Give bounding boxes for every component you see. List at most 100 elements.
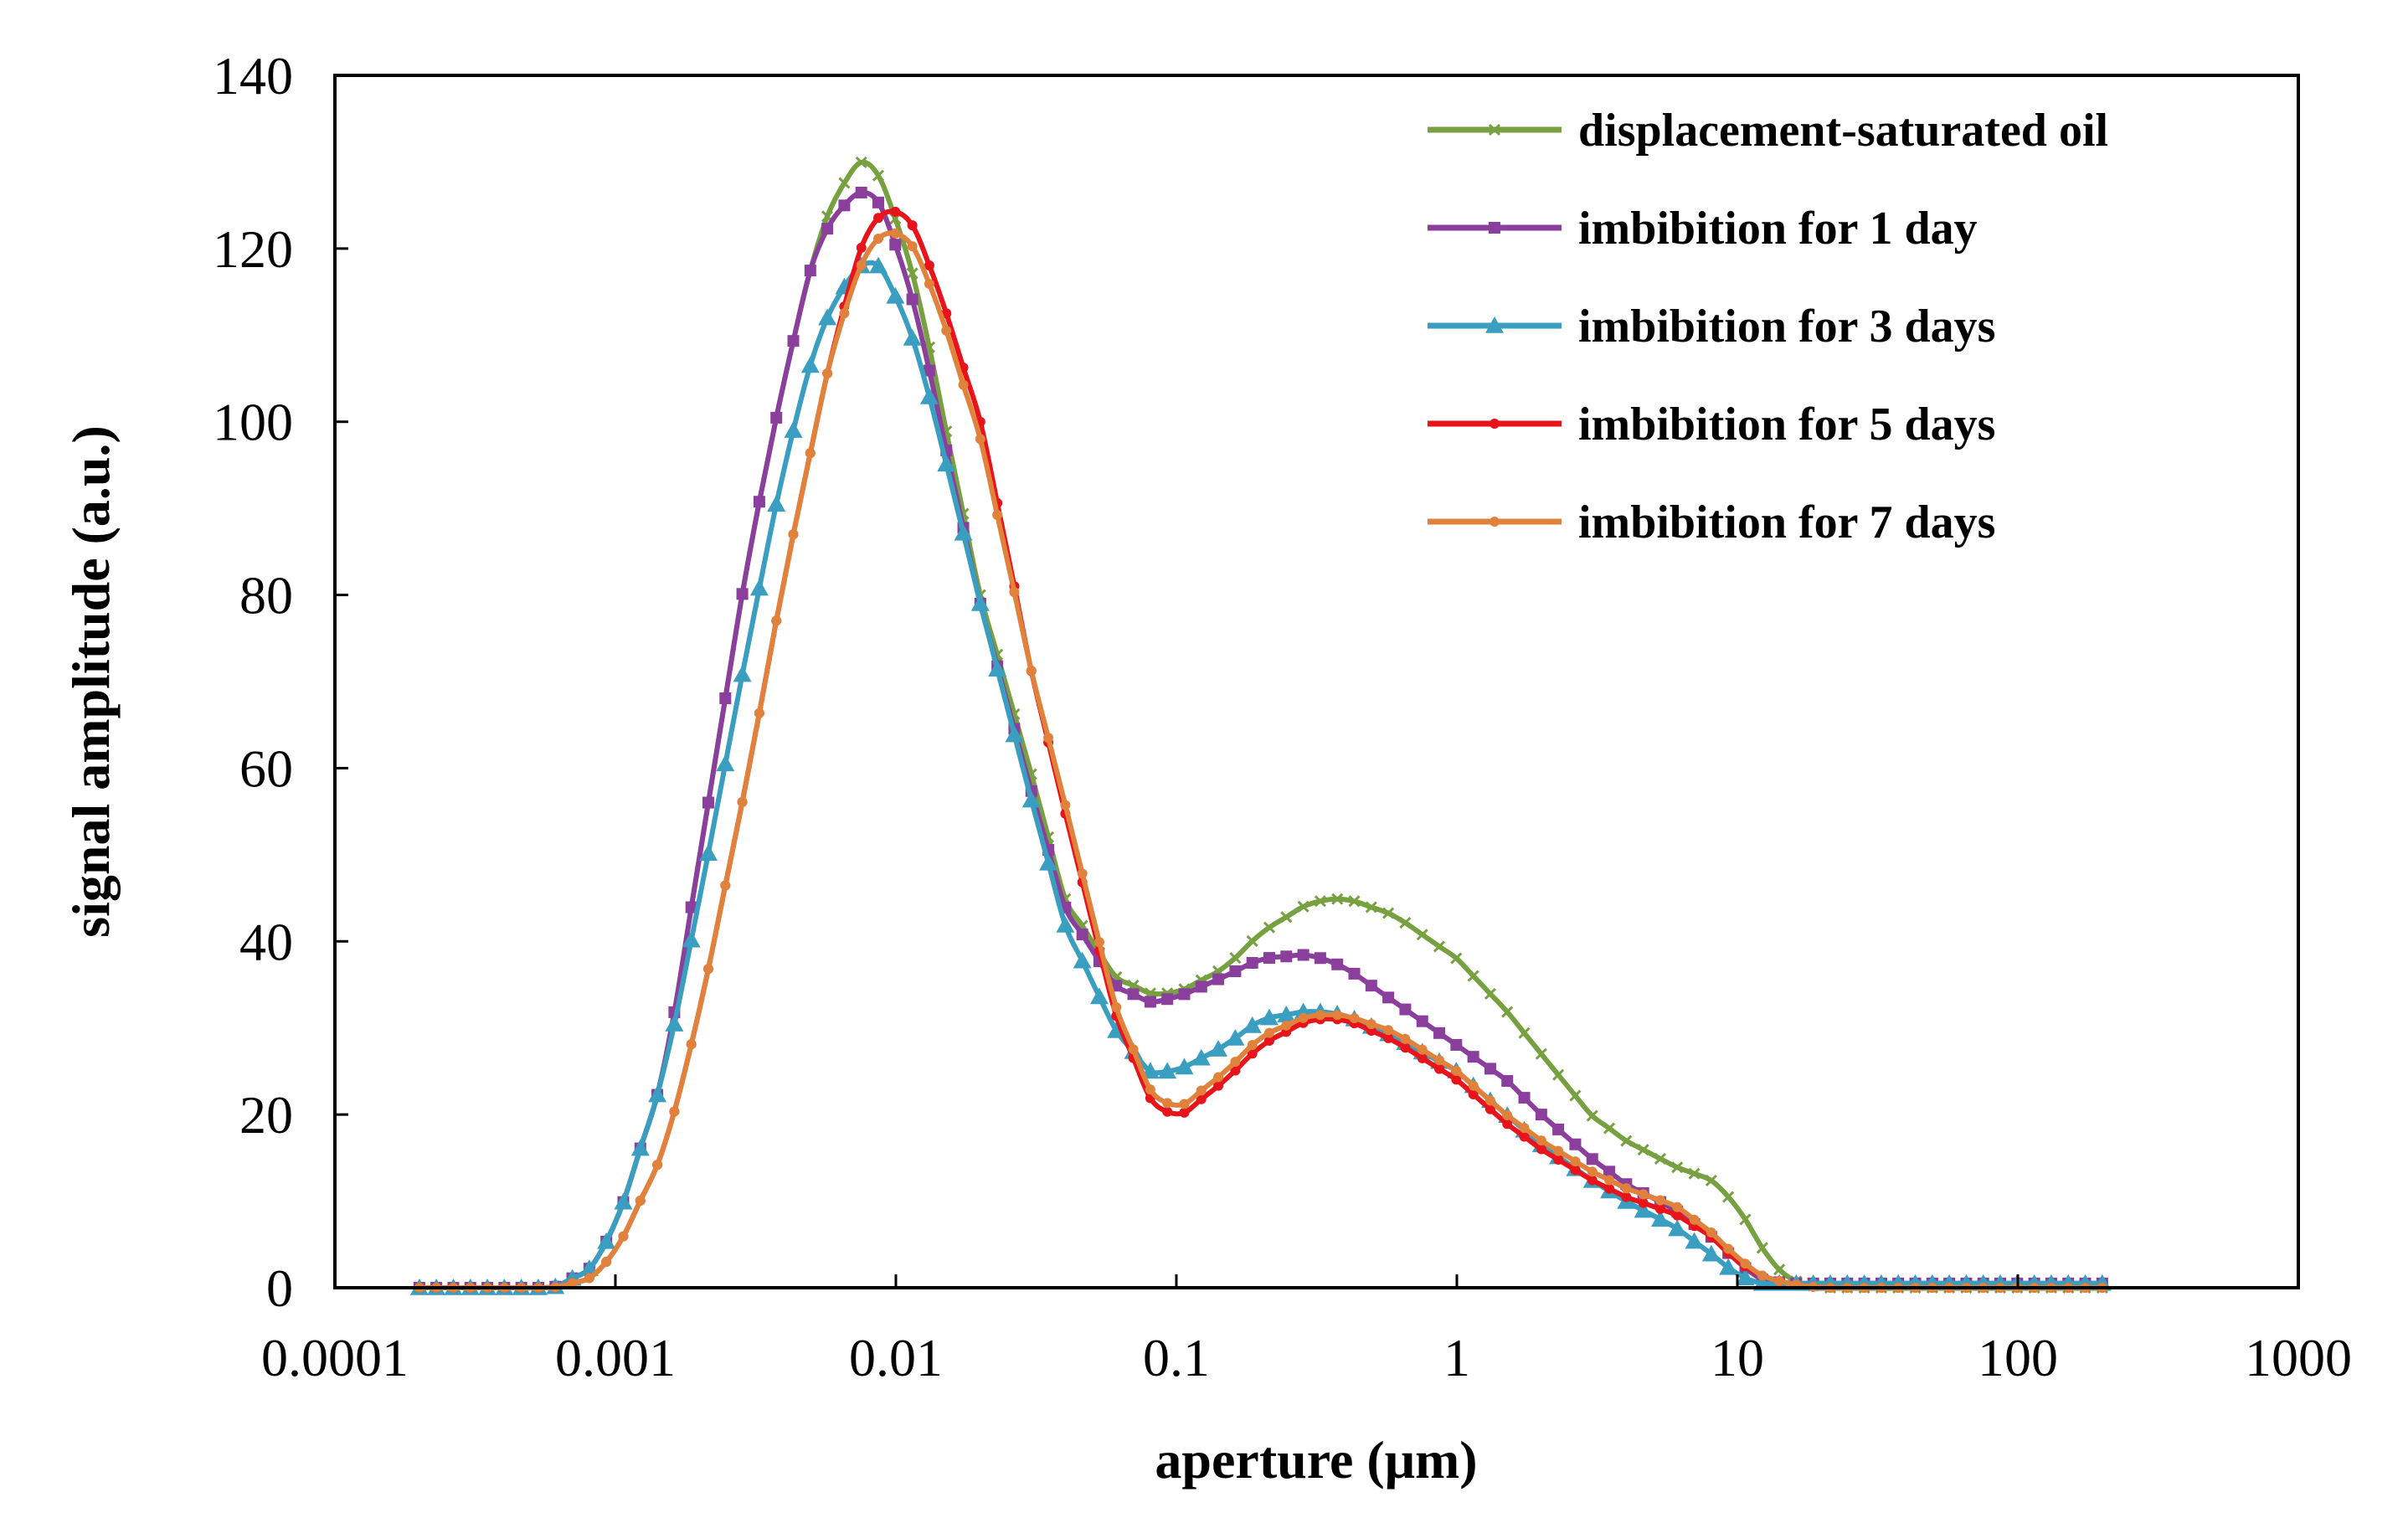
data-point — [1175, 1057, 1194, 1075]
data-point — [669, 1106, 680, 1117]
data-point — [1468, 1088, 1479, 1099]
data-point — [903, 328, 922, 346]
data-point — [1144, 996, 1156, 1008]
data-point — [1637, 1144, 1649, 1156]
data-point — [1128, 1044, 1139, 1055]
data-point — [821, 223, 834, 235]
data-point — [1650, 1210, 1670, 1227]
data-point — [1297, 949, 1309, 961]
data-point — [1723, 1243, 1734, 1254]
data-point — [1230, 1065, 1241, 1076]
data-point — [1263, 1036, 1274, 1047]
data-point — [856, 242, 867, 253]
data-point — [1774, 1275, 1785, 1286]
data-point — [1688, 1167, 1701, 1180]
data-point — [1259, 1008, 1279, 1026]
y-axis-ticks: 0 20 40 60 80 100 120 140 — [213, 46, 348, 1318]
data-point — [924, 278, 934, 289]
data-point — [1689, 1214, 1700, 1225]
data-point — [1365, 980, 1377, 992]
x-tick-label: 1000 — [2245, 1328, 2352, 1387]
data-point — [1484, 1104, 1495, 1114]
data-point — [1757, 1270, 1767, 1281]
legend-marker — [1488, 123, 1501, 136]
data-point — [822, 368, 833, 379]
data-point — [856, 260, 867, 270]
data-point — [682, 930, 701, 948]
data-point — [1654, 1203, 1665, 1214]
data-point — [1535, 1109, 1547, 1121]
legend-item: imbibition for 1 day — [1428, 203, 1978, 255]
data-point — [1162, 1106, 1173, 1117]
data-point — [1553, 1154, 1564, 1165]
data-point — [1383, 1025, 1394, 1036]
data-point — [1212, 973, 1225, 985]
data-point — [1076, 929, 1088, 941]
data-point — [1552, 1123, 1565, 1135]
data-point — [1178, 988, 1191, 1001]
data-point — [1553, 1145, 1564, 1156]
x-tick-label: 0.1 — [1143, 1328, 1210, 1387]
data-point — [1586, 1153, 1598, 1166]
data-point — [1468, 1080, 1479, 1091]
data-point — [1332, 1010, 1343, 1021]
data-point — [1434, 1063, 1445, 1074]
data-point — [839, 308, 850, 319]
data-point — [873, 233, 884, 244]
data-point — [584, 1273, 594, 1284]
legend-label: imbibition for 7 days — [1578, 497, 1995, 548]
data-point — [1638, 1197, 1649, 1208]
data-point — [1281, 1020, 1292, 1031]
data-point — [1536, 1144, 1546, 1155]
y-tick-label: 140 — [213, 46, 293, 105]
data-point — [1416, 1015, 1428, 1027]
data-point — [1043, 733, 1054, 744]
data-point — [1722, 1191, 1735, 1203]
x-axis-ticks: 0.0001 0.001 0.01 0.1 1 10 100 1000 — [261, 1274, 2352, 1387]
data-point — [1060, 800, 1071, 810]
data-point — [1383, 1032, 1394, 1043]
data-point — [924, 260, 934, 270]
data-point — [1705, 1174, 1717, 1187]
data-point — [1484, 1063, 1496, 1075]
data-point — [1668, 1219, 1687, 1237]
data-point — [1433, 1027, 1446, 1039]
data-point — [1315, 1010, 1325, 1021]
data-point — [1654, 1195, 1665, 1206]
data-point — [618, 1231, 629, 1242]
data-point — [1706, 1227, 1716, 1238]
data-point — [1604, 1175, 1615, 1186]
data-point — [733, 665, 752, 682]
y-tick-label: 80 — [239, 566, 293, 625]
legend-item: imbibition for 7 days — [1428, 497, 1995, 548]
data-point — [635, 1195, 646, 1206]
legend-marker — [1485, 316, 1504, 333]
data-point — [919, 387, 939, 404]
data-point — [1400, 1042, 1411, 1053]
data-point — [749, 579, 769, 596]
data-point — [1179, 1107, 1190, 1118]
data-point — [1434, 1055, 1445, 1066]
data-point — [907, 241, 918, 252]
data-point — [970, 594, 990, 611]
data-point — [686, 1039, 697, 1050]
data-point — [1196, 1093, 1207, 1104]
data-point — [1740, 1258, 1751, 1269]
data-point — [838, 199, 851, 212]
legend-label: imbibition for 5 days — [1578, 399, 1995, 450]
data-point — [1191, 1048, 1211, 1066]
legend-label: imbibition for 3 days — [1578, 301, 1995, 352]
data-point — [1621, 1191, 1632, 1202]
data-point — [1502, 1110, 1513, 1121]
data-point — [1280, 911, 1293, 924]
series-imbibition-for-7-days — [414, 228, 2107, 1293]
data-point — [1263, 952, 1275, 965]
legend-item: imbibition for 3 days — [1428, 301, 1995, 352]
data-point — [855, 156, 867, 168]
data-point — [648, 1085, 667, 1103]
data-point — [1005, 725, 1024, 743]
data-point — [923, 364, 935, 377]
data-point — [1243, 1016, 1262, 1033]
legend-label: displacement-saturated oil — [1578, 105, 2108, 157]
data-point — [754, 708, 764, 718]
